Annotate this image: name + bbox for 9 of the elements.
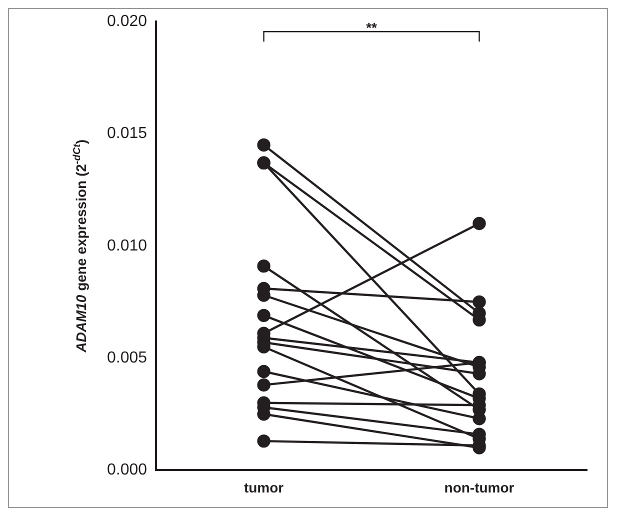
y-tick-label: 0.010 bbox=[106, 237, 148, 254]
y-tick-label: 0.000 bbox=[106, 462, 148, 479]
y-tick-label: 0.015 bbox=[106, 125, 148, 142]
annotation: ** bbox=[366, 19, 378, 36]
y-tick-label: 0.005 bbox=[106, 349, 148, 366]
x-tick-label: non-tumor bbox=[444, 479, 515, 496]
y-axis-title: ADAM10 gene expression (2-dCt) bbox=[72, 139, 90, 354]
x-tick-label: tumor bbox=[244, 479, 284, 496]
y-tick-label: 0.020 bbox=[106, 13, 148, 30]
